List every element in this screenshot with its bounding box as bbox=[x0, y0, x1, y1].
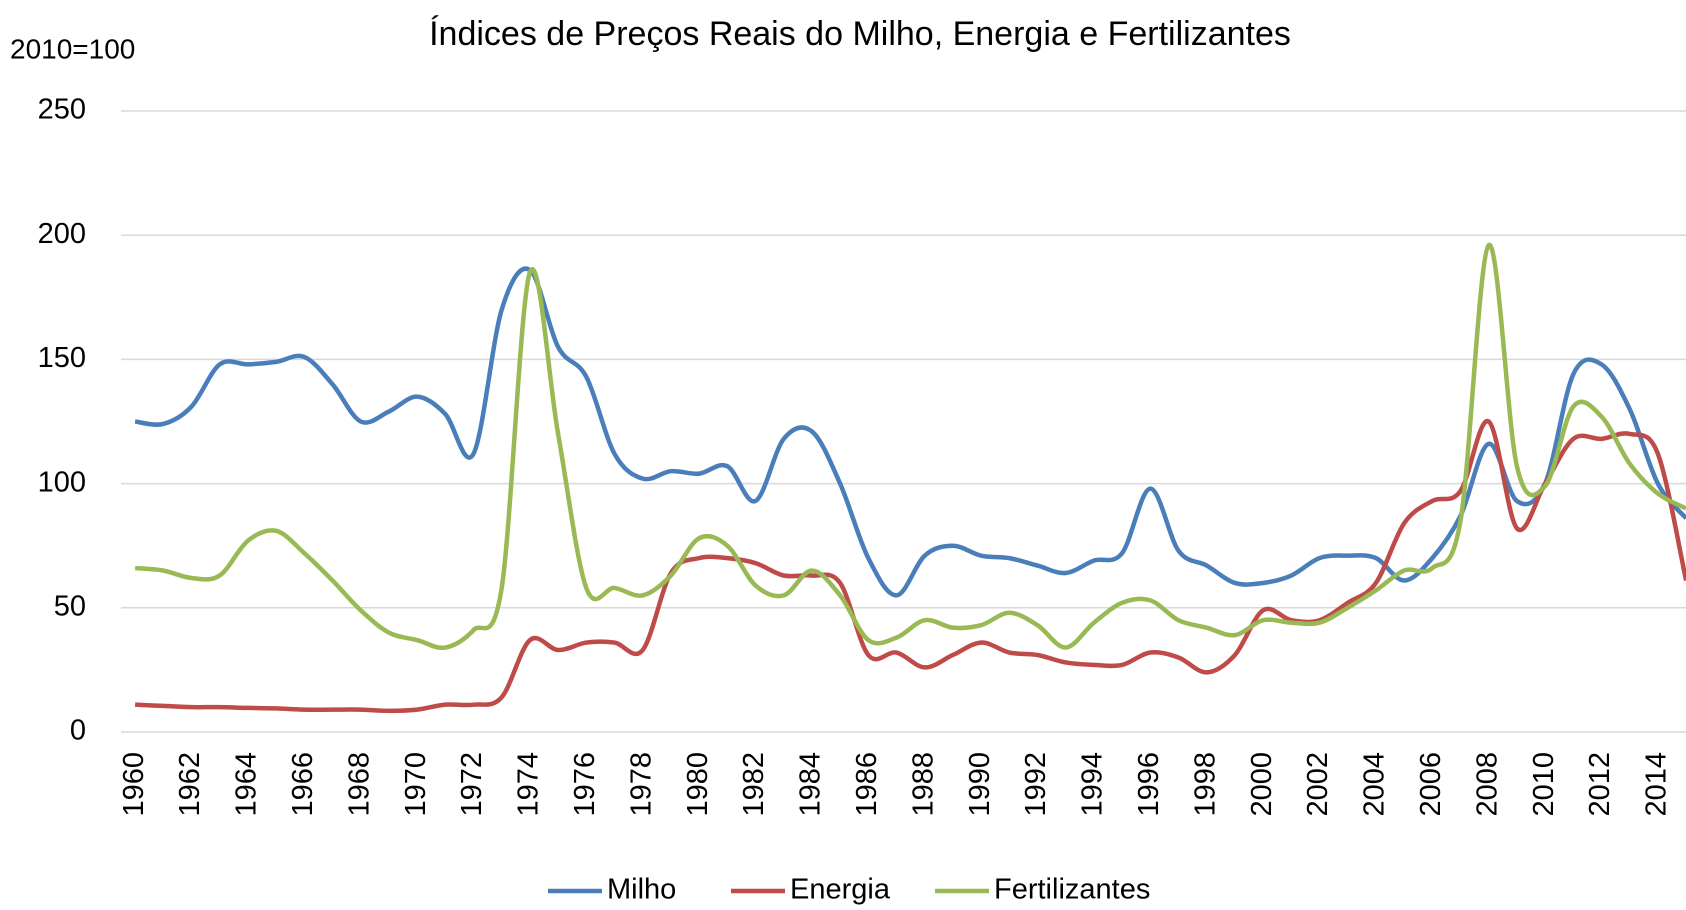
x-tick-label: 2012 bbox=[1584, 752, 1616, 817]
legend-label: Fertilizantes bbox=[994, 874, 1150, 906]
y-axis-label: 2010=100 bbox=[10, 33, 135, 64]
y-tick-label: 50 bbox=[54, 590, 86, 622]
x-tick-label: 2010 bbox=[1528, 752, 1560, 817]
x-tick-label: 1976 bbox=[569, 752, 601, 817]
x-tick-label: 1972 bbox=[456, 752, 488, 817]
x-tick-label: 1990 bbox=[964, 752, 996, 817]
x-tick-label: 1978 bbox=[625, 752, 657, 817]
line-series bbox=[134, 266, 1686, 598]
x-tick-label: 1996 bbox=[1133, 752, 1165, 817]
x-tick-label: 2000 bbox=[1246, 752, 1278, 817]
x-tick-label: 2002 bbox=[1302, 752, 1334, 817]
x-tick-label: 1980 bbox=[682, 752, 714, 817]
y-tick-label: 200 bbox=[38, 218, 86, 250]
y-tick-label: 0 bbox=[70, 715, 86, 747]
x-tick-label: 1992 bbox=[1020, 752, 1052, 817]
y-tick-label: 150 bbox=[38, 342, 86, 374]
x-tick-label: 1998 bbox=[1189, 752, 1221, 817]
x-tick-label: 2008 bbox=[1471, 752, 1503, 817]
x-tick-label: 1962 bbox=[174, 752, 206, 817]
x-tick-label: 1986 bbox=[851, 752, 883, 817]
legend-label: Milho bbox=[607, 874, 676, 906]
x-tick-label: 1984 bbox=[795, 752, 827, 817]
x-tick-label: 1974 bbox=[513, 752, 545, 817]
legend-label: Energia bbox=[790, 874, 891, 906]
x-tick-label: 1960 bbox=[118, 752, 150, 817]
y-tick-label: 100 bbox=[38, 466, 86, 498]
x-tick-label: 1994 bbox=[1077, 752, 1109, 817]
x-tick-label: 2004 bbox=[1359, 752, 1391, 817]
chart-title: Índices de Preços Reais do Milho, Energi… bbox=[429, 15, 1291, 53]
x-tick-label: 1968 bbox=[343, 752, 375, 817]
x-tick-label: 1964 bbox=[231, 752, 263, 817]
x-tick-label: 1988 bbox=[907, 752, 939, 817]
line-series bbox=[135, 419, 1686, 714]
x-tick-label: 2006 bbox=[1415, 752, 1447, 817]
line-series bbox=[134, 242, 1686, 651]
x-tick-label: 1982 bbox=[738, 752, 770, 817]
x-tick-label: 1966 bbox=[287, 752, 319, 817]
x-tick-label: 1970 bbox=[400, 752, 432, 817]
x-tick-label: 2014 bbox=[1641, 752, 1673, 817]
y-tick-label: 250 bbox=[38, 94, 86, 126]
